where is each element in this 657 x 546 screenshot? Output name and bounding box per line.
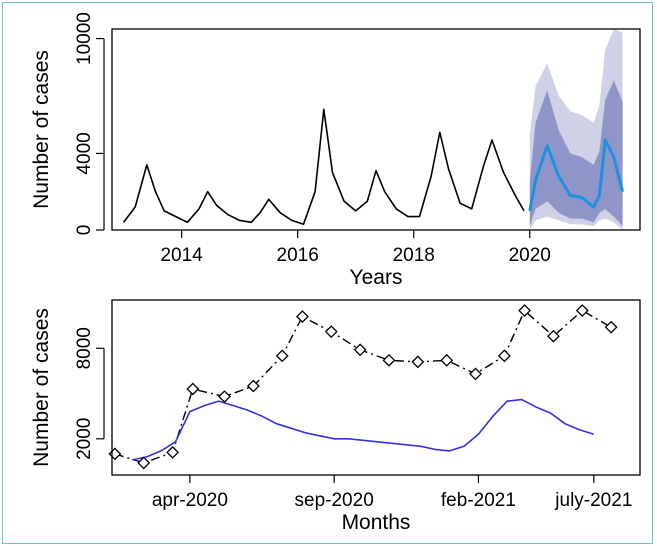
observed-point-marker xyxy=(411,355,425,369)
observed-point-marker xyxy=(497,349,511,363)
observed-point-marker xyxy=(604,320,618,334)
top-x-axis-title: Years xyxy=(350,266,403,289)
bottom-y-tick-label: 8000 xyxy=(74,327,95,369)
observed-point-marker xyxy=(469,367,482,381)
top-x-tick-label: 2014 xyxy=(160,245,203,266)
top-x-tick-label: 2020 xyxy=(509,245,551,266)
observed-point-marker xyxy=(246,379,260,393)
observed-point-marker xyxy=(186,382,200,396)
bottom-x-tick-label: apr-2020 xyxy=(152,490,228,511)
bottom-plot-box xyxy=(111,299,641,476)
observed-point-marker xyxy=(547,329,560,343)
observed-point-marker xyxy=(166,445,180,459)
observed-point-marker xyxy=(218,390,231,403)
top-y-tick-label: 10000 xyxy=(74,12,95,65)
observed-point-marker xyxy=(296,310,309,324)
bottom-x-tick-label: feb-2021 xyxy=(441,490,516,511)
observed-point-marker xyxy=(137,456,151,470)
top-x-tick-label: 2018 xyxy=(393,245,435,266)
observed-point-marker xyxy=(575,304,589,317)
predicted-monthly-line xyxy=(132,398,595,461)
bottom-x-tick-label: july-2021 xyxy=(554,490,632,511)
observed-point-marker xyxy=(324,325,338,339)
observed-point-marker xyxy=(353,343,367,357)
top-y-tick-label: 0 xyxy=(74,225,95,236)
observed-point-marker xyxy=(275,349,289,363)
top-plot-box xyxy=(111,28,641,231)
bottom-x-axis-title: Months xyxy=(342,511,411,534)
bottom-y-tick-label: 2000 xyxy=(74,418,95,460)
top-y-tick-label: 4000 xyxy=(74,132,95,174)
observed-point-marker xyxy=(382,353,396,367)
top-y-axis-title: Number of cases xyxy=(30,50,53,209)
observed-point-marker xyxy=(518,304,532,317)
bottom-x-tick-label: sep-2020 xyxy=(295,490,374,511)
observed-cases-line xyxy=(122,108,525,226)
observed-point-marker xyxy=(440,353,454,367)
forecast-mean-line xyxy=(528,138,625,212)
bottom-y-axis-title: Number of cases xyxy=(30,308,53,467)
top-x-tick-label: 2016 xyxy=(277,245,319,266)
observed-point-marker xyxy=(108,447,122,461)
